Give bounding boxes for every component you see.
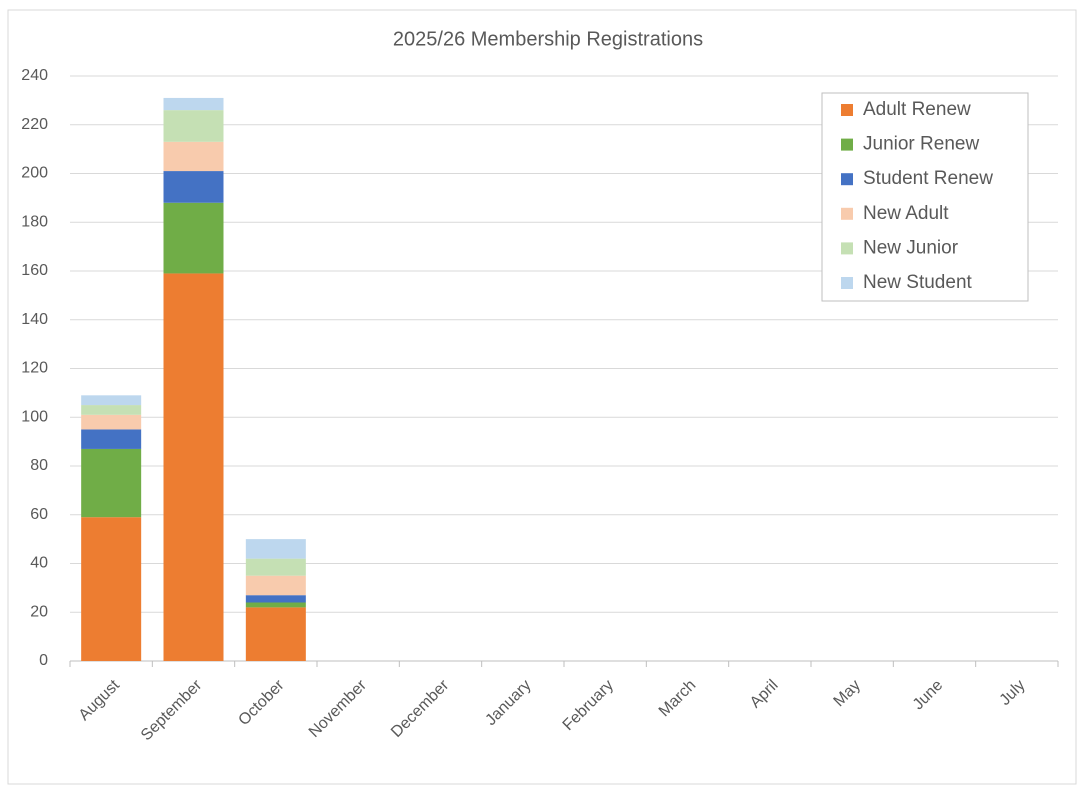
y-tick-label: 60 bbox=[30, 506, 48, 523]
legend-swatch bbox=[841, 104, 853, 116]
bar-segment bbox=[81, 414, 142, 430]
y-tick-label: 180 bbox=[21, 213, 48, 230]
legend-swatch bbox=[841, 277, 853, 289]
legend-swatch bbox=[841, 242, 853, 255]
y-tick-label: 240 bbox=[21, 67, 48, 84]
legend-label: Student Renew bbox=[863, 168, 993, 189]
bar-segment bbox=[163, 97, 224, 111]
bar-segment bbox=[245, 558, 306, 576]
bar-segment bbox=[245, 595, 306, 603]
bar-segment bbox=[245, 539, 306, 559]
legend-swatch bbox=[841, 207, 853, 220]
y-tick-label: 160 bbox=[21, 262, 48, 279]
y-tick-label: 120 bbox=[21, 360, 48, 377]
bar-segment bbox=[163, 110, 224, 142]
y-tick-label: 20 bbox=[30, 603, 48, 620]
y-tick-label: 100 bbox=[21, 408, 48, 425]
bar-segment bbox=[163, 171, 224, 203]
bar-segment bbox=[81, 395, 142, 406]
bar-segment bbox=[81, 448, 142, 518]
y-tick-label: 80 bbox=[30, 457, 48, 474]
legend-label: Junior Renew bbox=[863, 134, 979, 155]
legend-box bbox=[821, 92, 1029, 302]
bar-segment bbox=[163, 141, 224, 172]
bar-segment bbox=[245, 602, 306, 608]
y-tick-label: 140 bbox=[21, 311, 48, 328]
bar-segment bbox=[163, 273, 224, 661]
legend-label: New Adult bbox=[863, 203, 949, 224]
chart-title: 2025/26 Membership Registrations bbox=[393, 28, 703, 50]
bar-segment bbox=[245, 607, 306, 661]
bar-segment bbox=[163, 202, 224, 274]
bar-segment bbox=[81, 429, 142, 449]
legend-label: New Student bbox=[863, 272, 973, 293]
y-tick-label: 40 bbox=[30, 555, 48, 572]
bar-segment bbox=[81, 405, 142, 415]
legend-swatch bbox=[841, 138, 853, 151]
legend-label: New Junior bbox=[863, 237, 959, 258]
y-tick-label: 0 bbox=[39, 652, 48, 669]
legend-swatch bbox=[841, 173, 853, 186]
legend-label: Adult Renew bbox=[863, 99, 971, 120]
y-tick-label: 200 bbox=[21, 165, 48, 182]
y-tick-label: 220 bbox=[21, 116, 48, 133]
bar-segment bbox=[81, 517, 142, 661]
bar-segment bbox=[245, 575, 306, 596]
